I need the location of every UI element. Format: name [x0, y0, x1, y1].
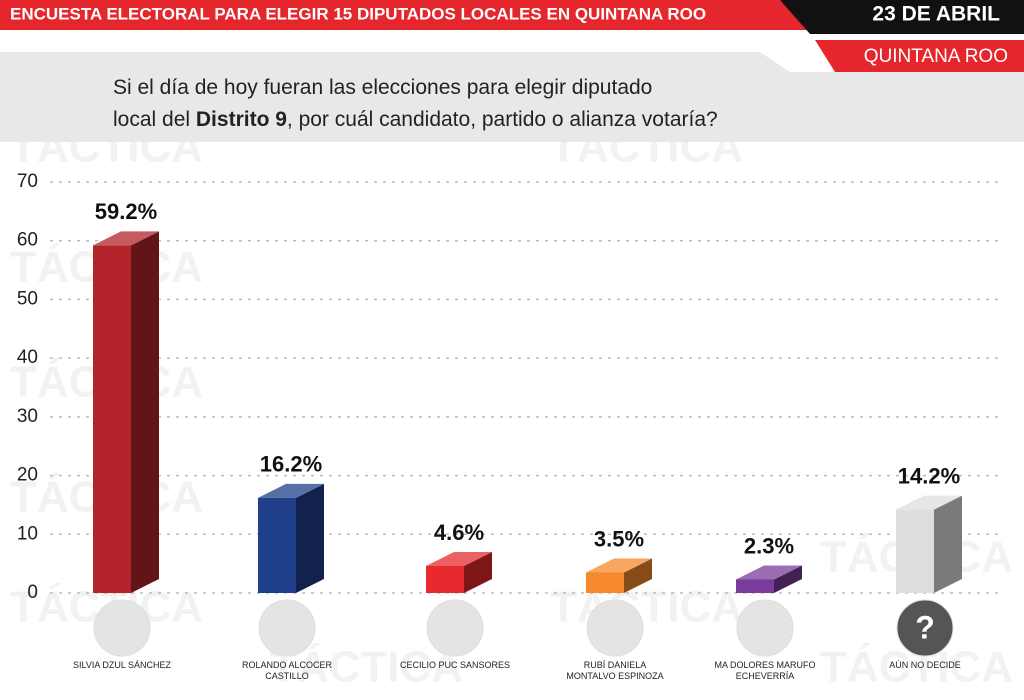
bar	[586, 572, 624, 593]
bar	[736, 579, 774, 593]
unknown-icon: ?	[915, 609, 935, 645]
bar-side	[774, 565, 802, 593]
x-label-box: SILVIA DZUL SÁNCHEZ	[72, 660, 172, 670]
x-tick-label: ROLANDO ALCOCER CASTILLO	[241, 660, 333, 681]
x-label-box: CECILIO PUC SANSORES	[399, 660, 511, 670]
value-label: 59.2%	[95, 199, 157, 224]
bar	[896, 509, 934, 593]
bar	[258, 497, 296, 593]
chart-title: ENCUESTA ELECTORAL PARA ELEGIR 15 DIPUTA…	[10, 4, 706, 23]
bar	[426, 565, 464, 593]
question: local del Distrito 9, por cuál candidato…	[113, 108, 718, 131]
question-part: , por cuál candidato, partido o alianza …	[287, 108, 718, 131]
value-label: 3.5%	[594, 526, 644, 551]
x-tick-label: SILVIA DZUL SÁNCHEZ	[72, 660, 172, 670]
question-band	[0, 52, 1024, 142]
date-box	[780, 0, 1024, 34]
x-label-box: ROLANDO ALCOCER CASTILLO	[241, 660, 333, 681]
candidate-photo	[93, 599, 151, 657]
candidate-photo	[586, 599, 644, 657]
bar-side	[934, 495, 962, 593]
x-tick-label: RUBÍ DANIELA MONTALVO ESPINOZA	[566, 660, 664, 681]
value-label: 2.3%	[744, 533, 794, 558]
x-label-box: MA DOLORES MARUFO ECHEVERRÍA	[714, 660, 816, 681]
candidate-photo	[896, 599, 954, 657]
watermarks: TÁCTICATÁCTICATÁCTICATÁCTICATÁCTICATÁCTI…	[10, 122, 1013, 692]
y-tick-label: 30	[17, 406, 38, 427]
candidate-photo	[736, 599, 794, 657]
question-part: local del	[113, 108, 196, 131]
x-tick-label: AÚN NO DECIDE	[889, 660, 961, 670]
y-tick-label: 10	[17, 523, 38, 544]
date: 23 DE ABRIL	[872, 3, 1000, 26]
value-label: 16.2%	[260, 452, 322, 477]
bar-top	[258, 483, 324, 498]
bar-side	[624, 558, 652, 593]
bar-side	[464, 551, 492, 593]
x-tick-label: CECILIO PUC SANSORES	[399, 660, 511, 670]
question-part: Si el día de hoy fueran las elecciones p…	[113, 76, 652, 99]
bar-top	[736, 565, 802, 580]
y-tick-label: 60	[17, 230, 38, 251]
value-label: 4.6%	[434, 520, 484, 545]
candidate-photo	[258, 599, 316, 657]
location-box	[815, 40, 1024, 72]
bar-top	[586, 558, 652, 573]
y-tick-label: 40	[17, 347, 38, 368]
bar-top	[93, 231, 159, 246]
bar-side	[296, 483, 324, 593]
value-label: 14.2%	[898, 463, 960, 488]
bar-top	[426, 551, 492, 566]
y-tick-label: 70	[17, 171, 38, 192]
x-tick-label: MA DOLORES MARUFO ECHEVERRÍA	[714, 660, 816, 681]
location: QUINTANA ROO	[864, 46, 1008, 67]
x-label-box: RUBÍ DANIELA MONTALVO ESPINOZA	[566, 660, 664, 681]
candidate-photo	[426, 599, 484, 657]
question: Si el día de hoy fueran las elecciones p…	[113, 76, 652, 99]
y-tick-label: 50	[17, 288, 38, 309]
bar	[93, 245, 131, 593]
y-tick-label: 0	[27, 582, 38, 603]
x-label-box: AÚN NO DECIDE	[889, 660, 961, 670]
y-tick-label: 20	[17, 465, 38, 486]
bar-top	[896, 495, 962, 510]
question-part: Distrito 9	[196, 108, 287, 131]
bar-side	[131, 231, 159, 593]
watermark: TÁCTICA	[550, 582, 743, 632]
